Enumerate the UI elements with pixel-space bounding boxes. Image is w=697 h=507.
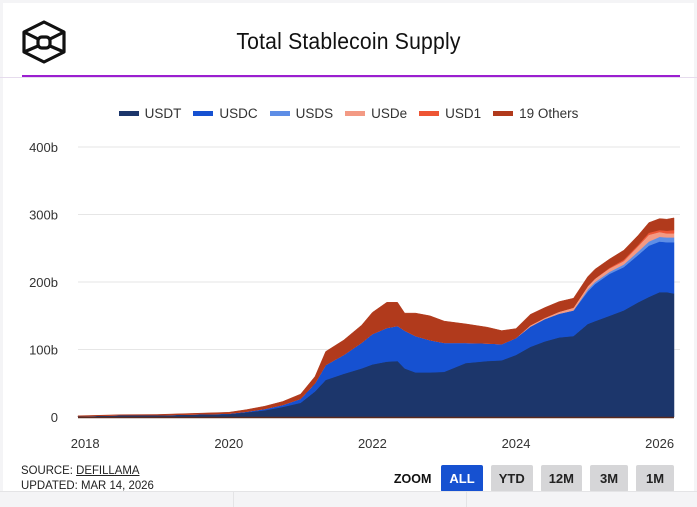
legend-item-others[interactable]: 19 Others xyxy=(493,106,578,121)
legend-label: USDS xyxy=(295,106,334,121)
x-tick-label: 2020 xyxy=(214,436,243,451)
legend-swatch xyxy=(345,111,366,116)
zoom-1m-button[interactable]: 1M xyxy=(636,465,674,492)
legend-item-usdc[interactable]: USDC xyxy=(193,106,258,121)
legend-swatch xyxy=(419,111,440,116)
footer-info: SOURCE: DEFILLAMA UPDATED: MAR 14, 2026 xyxy=(21,463,154,493)
x-tick-label: 2026 xyxy=(645,436,674,451)
legend-label: USDC xyxy=(219,106,258,121)
legend-item-usds[interactable]: USDS xyxy=(269,106,334,121)
cube-logo-icon xyxy=(22,20,66,64)
y-tick-label: 100b xyxy=(29,343,58,358)
area-19-others[interactable] xyxy=(77,217,675,417)
footer-divider-v xyxy=(466,492,467,507)
legend-item-usdt[interactable]: USDT xyxy=(118,106,182,121)
gridlines xyxy=(78,146,680,350)
zoom-ytd-button[interactable]: YTD xyxy=(490,465,533,492)
zoom-controls: ZOOM ALL YTD 12M 3M 1M xyxy=(394,465,674,492)
legend-item-usde[interactable]: USDe xyxy=(345,106,407,121)
header-divider xyxy=(0,77,697,78)
legend-label: USD1 xyxy=(445,106,482,121)
x-axis-ticks: 2018 2020 2022 2024 2026 xyxy=(71,436,674,451)
updated-date: UPDATED: MAR 14, 2026 xyxy=(21,478,154,492)
x-tick-label: 2018 xyxy=(71,436,100,451)
zoom-12m-button[interactable]: 12M xyxy=(540,465,582,492)
legend-swatch xyxy=(269,111,290,116)
legend-label: 19 Others xyxy=(519,106,579,121)
title-underline xyxy=(22,75,680,77)
zoom-3m-button[interactable]: 3M xyxy=(590,465,628,492)
x-tick-label: 2024 xyxy=(502,436,531,451)
y-tick-label: 400b xyxy=(29,140,58,155)
source-prefix: SOURCE: xyxy=(21,463,77,477)
y-tick-label: 300b xyxy=(29,208,58,223)
legend-label: USDT xyxy=(144,106,182,121)
zoom-label: ZOOM xyxy=(393,471,432,486)
legend-label: USDe xyxy=(371,106,408,121)
series-areas xyxy=(77,217,675,419)
footer-divider-v xyxy=(233,492,234,507)
y-axis-ticks: 0 100b 200b 300b 400b xyxy=(29,140,58,425)
y-tick-label: 0 xyxy=(51,410,58,425)
footer-divider xyxy=(0,491,697,492)
legend-swatch xyxy=(493,111,514,116)
page-title: Total Stablecoin Supply xyxy=(236,28,461,54)
legend-item-usd1[interactable]: USD1 xyxy=(419,106,481,121)
zoom-all-button[interactable]: ALL xyxy=(441,465,483,492)
legend-swatch xyxy=(118,111,139,116)
x-tick-label: 2022 xyxy=(358,436,387,451)
legend-swatch xyxy=(193,111,214,116)
source-link[interactable]: DEFILLAMA xyxy=(76,463,140,477)
chart-legend: USDT USDC USDS USDe USD1 19 Others xyxy=(0,106,697,121)
y-tick-label: 200b xyxy=(29,275,58,290)
